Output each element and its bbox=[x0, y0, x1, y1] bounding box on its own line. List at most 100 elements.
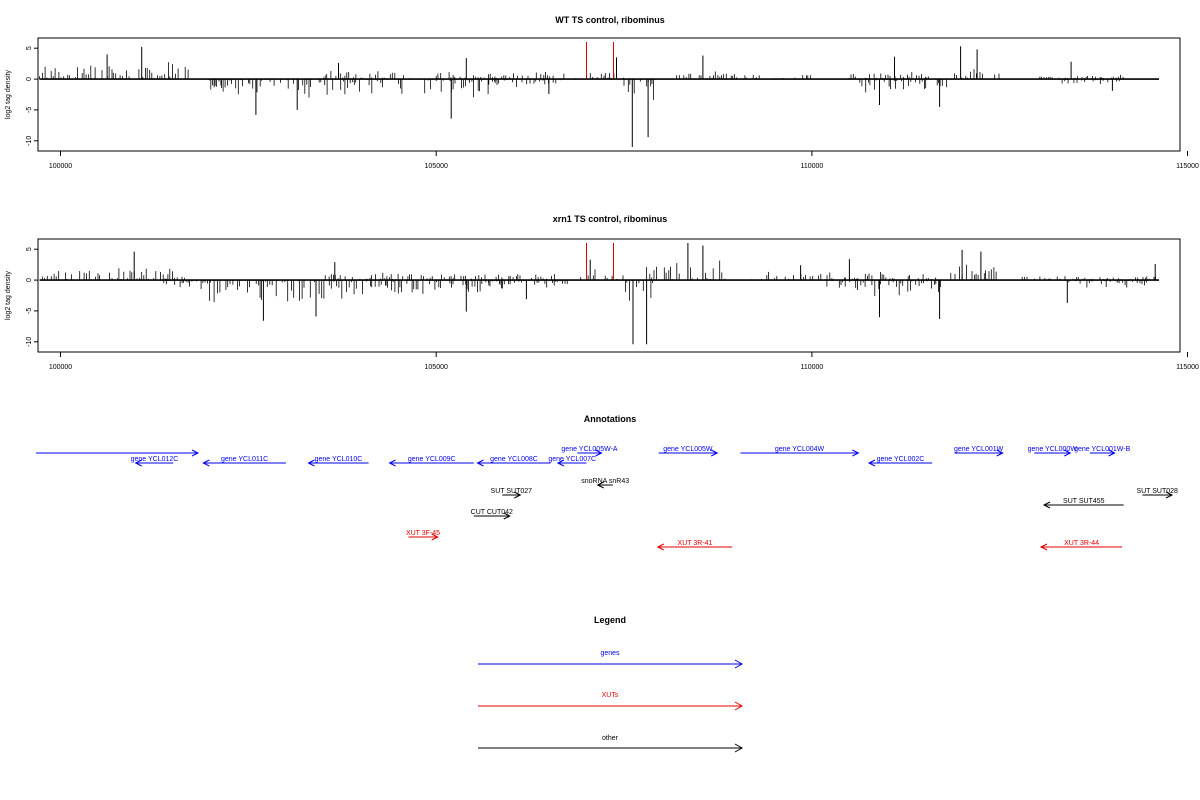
annotation-feature: snoRNA snR43 bbox=[581, 478, 629, 489]
density-bars bbox=[41, 243, 1156, 345]
arrow-head-icon bbox=[388, 459, 396, 467]
arrow-head-icon bbox=[1042, 501, 1051, 509]
xrn1-density-panel: xrn1 TS control, ribominus log2 tag dens… bbox=[5, 214, 1199, 371]
annotation-feature: gene YCL001W-B bbox=[1074, 446, 1131, 457]
x-tick-label: 105000 bbox=[425, 163, 448, 170]
panel-title: xrn1 TS control, ribominus bbox=[553, 214, 668, 224]
arrow-head-icon bbox=[431, 533, 439, 541]
legend-label: genes bbox=[600, 650, 620, 657]
highlight-bars bbox=[586, 243, 614, 281]
arrow-head-icon bbox=[734, 659, 744, 669]
legend-item-other: other bbox=[478, 735, 744, 753]
highlight-bars bbox=[586, 42, 614, 80]
annotation-feature: gene YCL011C bbox=[202, 456, 286, 467]
arrow-head-icon bbox=[202, 459, 210, 467]
feature-label: SUT SUT028 bbox=[1136, 488, 1178, 495]
feature-label: gene YCL012C bbox=[131, 456, 179, 463]
feature-label: gene YCL001W bbox=[954, 446, 1004, 453]
feature-label: CUT CUT042 bbox=[471, 509, 513, 516]
x-tick-label: 100000 bbox=[49, 163, 72, 170]
x-tick-label: 110000 bbox=[800, 163, 823, 170]
arrow-head-icon bbox=[476, 459, 484, 467]
arrow-head-icon bbox=[1064, 449, 1072, 457]
arrow-head-icon bbox=[134, 459, 142, 467]
y-axis-ticks: -10 -5 0 5 bbox=[26, 46, 38, 146]
x-tick-label: 110000 bbox=[800, 364, 823, 371]
annotation-feature: SUT SUT027 bbox=[491, 488, 533, 499]
feature-label: gene YCL008C bbox=[490, 456, 538, 463]
wt-density-panel: WT TS control, ribominus log2 tag densit… bbox=[5, 15, 1199, 170]
y-axis-ticks: -10 -5 0 5 bbox=[26, 247, 38, 347]
arrow-head-icon bbox=[1108, 449, 1116, 457]
arrow-head-icon bbox=[710, 449, 719, 457]
y-axis-label: log2 tag density bbox=[5, 69, 12, 119]
annotation-feature: XUT 3R-44 bbox=[1039, 540, 1123, 551]
legend-item-xuts: XUTs bbox=[478, 692, 744, 711]
arrow-head-icon bbox=[734, 701, 744, 711]
y-tick-label: -5 bbox=[26, 308, 33, 314]
y-tick-label: 5 bbox=[26, 247, 33, 251]
feature-label: XUT 3R-41 bbox=[678, 540, 713, 547]
arrow-head-icon bbox=[596, 481, 604, 489]
feature-label: XUT 3F-45 bbox=[406, 530, 440, 537]
y-tick-label: -10 bbox=[26, 136, 33, 146]
annotation-feature: gene YCL005W-A bbox=[561, 446, 618, 457]
arrow-head-icon bbox=[595, 449, 603, 457]
arrow-head-icon bbox=[734, 743, 744, 753]
x-tick-label: 115000 bbox=[1176, 163, 1199, 170]
annotation-feature: SUT SUT455 bbox=[1042, 498, 1124, 509]
feature-label: snoRNA snR43 bbox=[581, 478, 629, 485]
annotation-feature: gene YCL012C bbox=[131, 456, 179, 467]
annotation-feature: XUT 3F-45 bbox=[406, 530, 440, 541]
legend-title: Legend bbox=[594, 615, 626, 625]
annotation-features: gene YCL012C gene YCL011C gene YCL010C gene… bbox=[36, 446, 1178, 551]
feature-label: SUT SUT027 bbox=[491, 488, 533, 495]
y-axis-label: log2 tag density bbox=[5, 270, 12, 320]
y-tick-label: -10 bbox=[26, 337, 33, 347]
annotation-feature: XUT 3R-41 bbox=[656, 540, 733, 551]
annotation-feature: gene YCL004W bbox=[740, 446, 860, 457]
arrow-head-icon bbox=[307, 459, 315, 467]
x-tick-label: 115000 bbox=[1176, 364, 1199, 371]
feature-label: gene YCL007C bbox=[548, 456, 596, 463]
y-tick-label: 0 bbox=[26, 77, 33, 81]
annotation-feature: gene YCL007C bbox=[548, 456, 596, 467]
feature-label: gene YCL009C bbox=[408, 456, 456, 463]
arrow-head-icon bbox=[656, 543, 665, 551]
arrow-head-icon bbox=[852, 449, 860, 457]
legend-label: XUTs bbox=[602, 692, 619, 699]
annotation-feature bbox=[36, 449, 200, 457]
plot-frame bbox=[37, 238, 1181, 353]
legend: Legend genes XUTs other bbox=[478, 615, 744, 753]
density-bars bbox=[39, 46, 1124, 147]
legend-item-genes: genes bbox=[478, 650, 744, 669]
feature-label: gene YCL000W bbox=[1028, 446, 1078, 453]
x-tick-label: 100000 bbox=[49, 364, 72, 371]
y-tick-label: -5 bbox=[26, 107, 33, 113]
annotation-feature: gene YCL008C bbox=[476, 456, 551, 467]
annotation-feature: CUT CUT042 bbox=[471, 509, 513, 520]
arrow-head-icon bbox=[996, 449, 1004, 457]
y-tick-label: 5 bbox=[26, 46, 33, 50]
feature-label: gene YCL001W-B bbox=[1074, 446, 1130, 453]
feature-label: gene YCL005W bbox=[663, 446, 713, 453]
annotation-feature: gene YCL000W bbox=[1028, 446, 1078, 457]
feature-label: gene YCL005W-A bbox=[561, 446, 617, 453]
feature-label: gene YCL004W bbox=[775, 446, 825, 453]
feature-label: gene YCL011C bbox=[221, 456, 268, 463]
annotation-feature: gene YCL005W bbox=[658, 446, 719, 457]
feature-label: gene YCL010C bbox=[315, 456, 363, 463]
annotations-title: Annotations bbox=[584, 414, 637, 424]
feature-label: SUT SUT455 bbox=[1063, 498, 1105, 505]
y-tick-label: 0 bbox=[26, 278, 33, 282]
annotation-feature: gene YCL010C bbox=[307, 456, 369, 467]
arrow-head-icon bbox=[1039, 543, 1048, 551]
arrow-head-icon bbox=[1165, 491, 1174, 499]
annotations-track: Annotations gene YCL012C gene YCL011C gene… bbox=[36, 414, 1178, 551]
arrow-head-icon bbox=[514, 491, 522, 499]
x-axis-ticks: 100000 105000 110000 115000 bbox=[49, 151, 1199, 170]
feature-label: XUT 3R-44 bbox=[1064, 540, 1099, 547]
annotation-feature: gene YCL001W bbox=[954, 446, 1004, 457]
x-axis-ticks: 100000 105000 110000 115000 bbox=[49, 352, 1199, 371]
